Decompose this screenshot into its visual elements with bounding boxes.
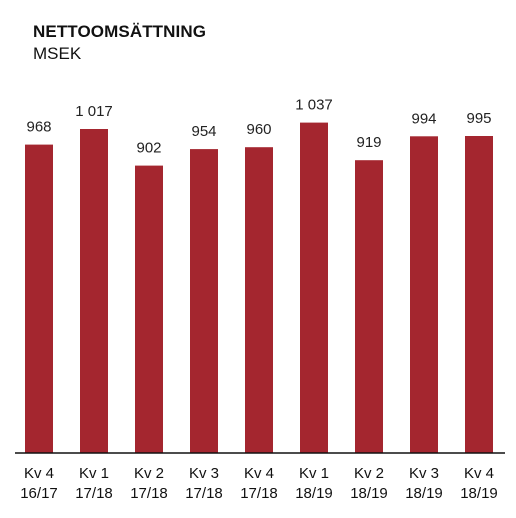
x-tick-label-year: 17/18 (240, 485, 278, 502)
x-tick-label-year: 17/18 (185, 485, 223, 502)
chart-title: NETTOOMSÄTTNING (33, 22, 207, 41)
x-tick-label-quarter: Kv 1 (299, 465, 329, 482)
value-labels-group: 968 1 017 902 954 960 1 037 919 994 995 (26, 97, 491, 157)
bar-value-label: 994 (411, 110, 436, 127)
x-tick-label-quarter: Kv 4 (464, 465, 494, 482)
x-tick-label-year: 18/19 (350, 485, 388, 502)
bar-value-label: 1 017 (75, 103, 113, 120)
x-tick-label-year: 16/17 (20, 485, 58, 502)
bar-value-label: 919 (356, 134, 381, 151)
bar (190, 149, 218, 453)
x-tick-label-year: 18/19 (295, 485, 333, 502)
bar (355, 160, 383, 453)
x-tick-label-quarter: Kv 1 (79, 465, 109, 482)
x-tick-label-year: 18/19 (460, 485, 498, 502)
bar (300, 122, 328, 453)
bars-group (25, 122, 493, 454)
bar-value-label: 902 (136, 140, 161, 157)
x-tick-label-quarter: Kv 3 (189, 465, 219, 482)
x-tick-label-quarter: Kv 2 (134, 465, 164, 482)
bar-value-label: 954 (191, 123, 216, 140)
bar-value-label: 960 (246, 121, 271, 138)
bar-value-label: 995 (466, 110, 491, 127)
bar (25, 144, 53, 453)
x-tick-label-quarter: Kv 4 (24, 465, 54, 482)
x-tick-labels-group: Kv 4 16/17 Kv 1 17/18 Kv 2 17/18 Kv 3 17/18 Kv 4… (20, 465, 498, 502)
bar-value-label: 968 (26, 119, 51, 136)
bar-value-label: 1 037 (295, 97, 333, 114)
x-tick-label-quarter: Kv 2 (354, 465, 384, 482)
x-tick-label-quarter: Kv 3 (409, 465, 439, 482)
x-tick-label-year: 17/18 (130, 485, 168, 502)
bar (245, 147, 273, 453)
bar (410, 136, 438, 454)
bar (465, 136, 493, 453)
chart-subtitle: MSEK (33, 44, 82, 63)
bar (80, 129, 108, 453)
bar (135, 165, 163, 453)
x-tick-label-year: 18/19 (405, 485, 443, 502)
x-tick-label-year: 17/18 (75, 485, 113, 502)
x-tick-label-quarter: Kv 4 (244, 465, 274, 482)
